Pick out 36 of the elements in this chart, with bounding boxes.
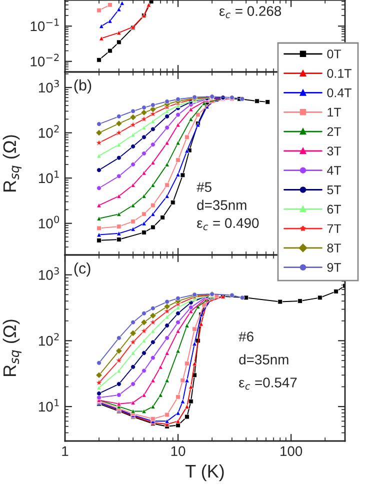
annotation: #6: [238, 332, 254, 342]
y-tick-label: 10$^{3}$: [38, 80, 59, 93]
annotation: ε$_{c}$ =0.547: [239, 378, 297, 390]
legend-label: 8T: [327, 244, 342, 252]
y-axis-title: R$_{sq}$ (Ω): [2, 135, 22, 192]
y-tick-label: 10$^{3}$: [38, 267, 59, 280]
annotation: d=35nm: [197, 200, 246, 210]
legend-label: 1T: [328, 108, 342, 117]
legend-label: 5T: [327, 186, 342, 194]
y-axis-title: R$_{sq}$ (Ω): [2, 320, 22, 376]
annotation: ε$_{c}$ = 0.490: [197, 218, 259, 230]
legend-label: 7T: [327, 224, 342, 233]
legend-label: 0.1T: [327, 68, 352, 78]
annotation: #5: [196, 182, 212, 192]
legend-label: 3T: [327, 146, 342, 156]
x-tick-label: 10: [171, 446, 186, 456]
y-tick-label: 10$^{1}$: [38, 399, 59, 412]
legend-label: 0.4T: [327, 88, 352, 98]
chart-title: (b): [74, 79, 92, 94]
y-tick-label: 10$^{2}$: [38, 125, 59, 138]
annotation: ε$_{c}$ = 0.268: [219, 6, 282, 18]
x-tick-label: 1: [62, 446, 68, 456]
legend-label: 2T: [327, 127, 342, 136]
x-axis-title: T (K): [186, 464, 224, 482]
legend-label: 0T: [327, 50, 342, 58]
annotation: d=35nm: [239, 354, 288, 364]
legend-label: 6T: [327, 204, 342, 214]
legend-label: 4T: [327, 166, 342, 175]
y-tick-label: 10$^{2}$: [38, 333, 59, 346]
y-tick-label: 10$^{0}$: [38, 216, 60, 228]
y-tick-label: 10$^{1}$: [38, 170, 59, 184]
y-tick-label: 10$^{−1}$: [30, 18, 59, 32]
legend-label: 9T: [327, 263, 342, 272]
chart-title: (c): [74, 262, 90, 277]
x-tick-label: 100: [280, 446, 302, 456]
y-tick-label: 10$^{−2}$: [30, 54, 59, 66]
